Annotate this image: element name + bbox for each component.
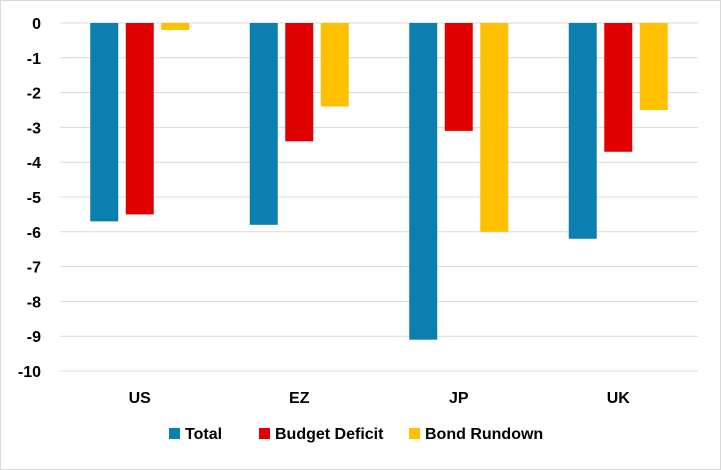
legend-swatch <box>409 428 420 439</box>
legend-label: Total <box>185 426 222 443</box>
bar-us-bond-rundown <box>161 23 190 30</box>
bar-us-total <box>90 23 119 222</box>
y-tick-label: -10 <box>18 364 41 381</box>
bar-uk-bond-rundown <box>639 23 668 110</box>
y-tick-label: -4 <box>27 155 41 172</box>
x-category-label: US <box>129 390 152 407</box>
y-tick-label: -5 <box>27 190 41 207</box>
bar-jp-bond-rundown <box>480 23 509 232</box>
legend: Total Budget Deficit Bond Rundown <box>169 426 543 443</box>
legend-label: Bond Rundown <box>425 426 543 443</box>
x-axis: US EZ JP UK <box>129 390 631 407</box>
bar-uk-total <box>568 23 597 239</box>
y-tick-label: 0 <box>32 16 41 33</box>
x-category-label: EZ <box>289 390 310 407</box>
bar-us-budget-deficit <box>125 23 154 215</box>
bar-ez-bond-rundown <box>320 23 349 107</box>
bar-uk-budget-deficit <box>604 23 633 152</box>
y-tick-label: -8 <box>27 294 41 311</box>
bar-jp-budget-deficit <box>444 23 473 131</box>
y-tick-label: -6 <box>27 225 41 242</box>
y-axis: 0 -1 -2 -3 -4 -5 -6 -7 -8 -9 -10 <box>18 16 41 381</box>
bars <box>90 23 668 340</box>
legend-swatch <box>259 428 270 439</box>
x-category-label: UK <box>607 390 631 407</box>
legend-label: Budget Deficit <box>275 426 384 443</box>
y-tick-label: -2 <box>27 86 41 103</box>
x-category-label: JP <box>449 390 469 407</box>
y-tick-label: -3 <box>27 120 41 137</box>
gridlines <box>60 22 698 372</box>
y-tick-label: -1 <box>27 51 41 68</box>
bar-ez-total <box>249 23 278 225</box>
y-tick-label: -7 <box>27 260 41 277</box>
bar-ez-budget-deficit <box>285 23 314 142</box>
y-tick-label: -9 <box>27 329 41 346</box>
legend-swatch <box>169 428 180 439</box>
bar-jp-total <box>409 23 438 340</box>
